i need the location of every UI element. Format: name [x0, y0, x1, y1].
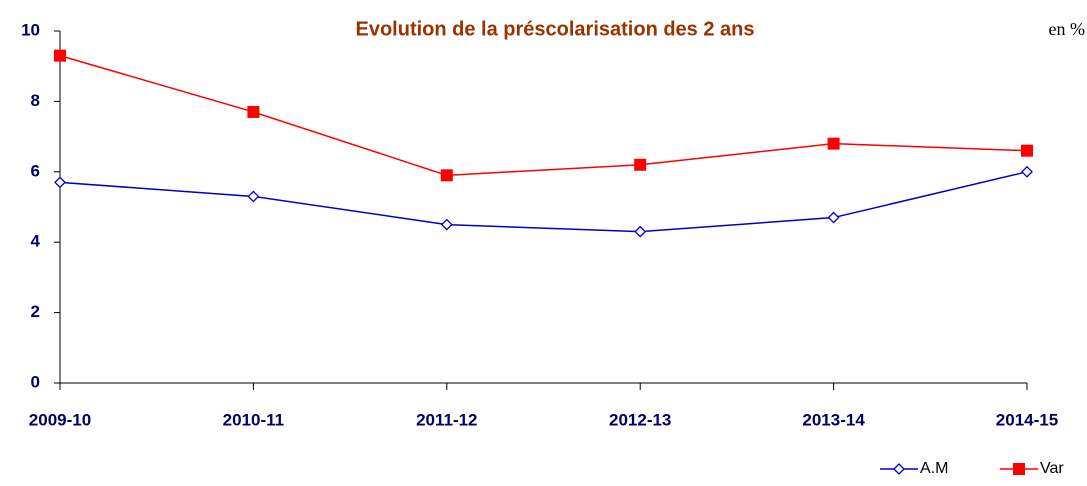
x-tick-label: 2011-12: [416, 410, 477, 429]
data-point: [1021, 165, 1033, 178]
x-tick-label: 2014-15: [996, 410, 1058, 429]
series-line: [59, 171, 1028, 233]
data-point: [827, 211, 840, 224]
legend-label: Var: [1040, 460, 1064, 477]
data-point: [440, 169, 453, 182]
y-tick-label: 4: [31, 232, 41, 251]
y-tick-label: 8: [31, 91, 40, 110]
data-point: [440, 218, 453, 231]
x-tick-label: 2013-14: [802, 410, 865, 429]
data-point: [247, 105, 260, 118]
data-point: [1021, 144, 1033, 157]
legend-marker: [1013, 463, 1025, 475]
data-point: [54, 49, 66, 62]
legend-label: A.M: [920, 460, 948, 477]
x-tick-label: 2012-13: [609, 410, 671, 429]
x-tick-label: 2010-11: [223, 410, 284, 429]
data-point: [827, 137, 840, 150]
chart-title: Evolution de la préscolarisation des 2 a…: [355, 18, 754, 40]
series-line: [59, 54, 1028, 177]
x-tick-label: 2009-10: [29, 410, 91, 429]
unit-annotation: en %: [1049, 19, 1085, 39]
y-tick-label: 6: [31, 161, 40, 180]
data-point: [247, 190, 260, 203]
y-tick-label: 2: [31, 302, 40, 321]
y-tick-label: 10: [21, 20, 40, 39]
data-point: [634, 158, 647, 171]
legend-marker: [893, 463, 905, 475]
data-point: [634, 225, 647, 238]
y-tick-label: 0: [31, 372, 40, 391]
data-point: [54, 176, 66, 189]
